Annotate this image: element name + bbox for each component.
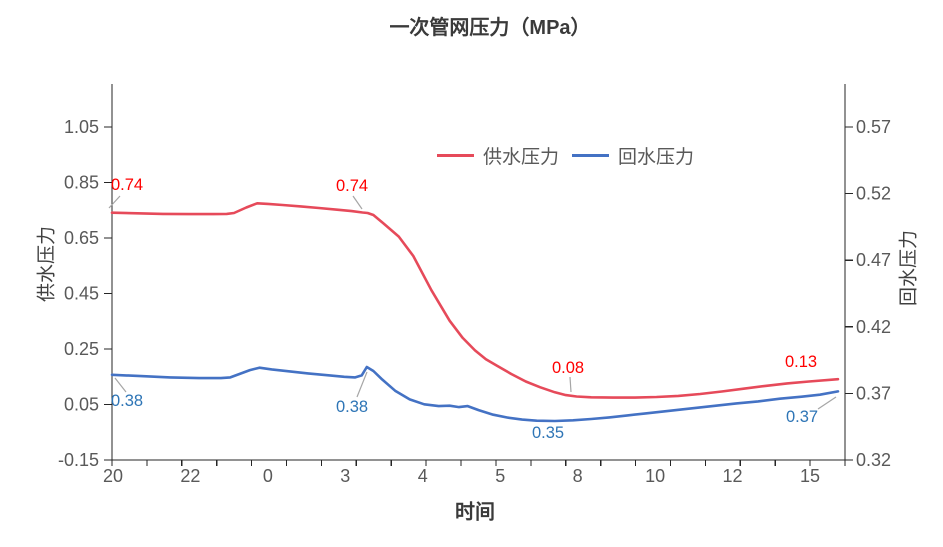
right-tick-label: 0.52	[856, 184, 891, 204]
left-tick-label: 0.05	[64, 395, 99, 415]
data-labels: 0.74 0.74 0.08 0.13 0.38 0.38 0.35 0.37	[108, 176, 837, 442]
data-label-return: 0.38	[336, 398, 368, 416]
right-tick-label: 0.47	[856, 250, 891, 270]
legend-label-return: 回水压力	[618, 147, 695, 168]
x-axis-title: 时间	[455, 501, 495, 524]
x-tick-label: 22	[180, 466, 200, 486]
left-tick-label: 0.45	[64, 284, 99, 304]
tick-labels: 1.05 0.85 0.65 0.45 0.25 0.05 -0.15 0.57 0.52 0.4…	[58, 117, 891, 486]
left-tick-label: 0.85	[64, 173, 99, 193]
legend-item-return: 回水压力	[572, 142, 694, 169]
x-tick-label: 10	[645, 466, 665, 486]
label-leader-line	[817, 396, 837, 410]
data-label-return: 0.38	[111, 392, 143, 410]
axes	[104, 84, 853, 466]
right-tick-label: 0.32	[856, 450, 891, 470]
x-tick-label: 15	[800, 466, 820, 486]
x-tick-label: 0	[263, 466, 273, 486]
label-leader-line	[352, 195, 363, 210]
legend-item-supply: 供水压力	[437, 142, 559, 169]
data-label-supply: 0.08	[552, 359, 584, 377]
label-leader-line	[108, 195, 121, 209]
label-leader-line	[114, 377, 127, 393]
legend-label-supply: 供水压力	[483, 147, 560, 168]
supply-line	[110, 202, 840, 399]
x-tick-label: 8	[573, 466, 583, 486]
return-line	[110, 365, 840, 423]
x-tick-label: 12	[723, 466, 743, 486]
left-tick-label: 0.65	[64, 228, 99, 248]
right-axis-title: 回水压力	[898, 229, 920, 307]
left-tick-label: 1.05	[64, 117, 99, 137]
x-tick-label: 5	[495, 466, 505, 486]
x-tick-label: 3	[340, 466, 350, 486]
data-label-return: 0.37	[786, 408, 818, 426]
left-tick-label: 0.25	[64, 339, 99, 359]
right-tick-label: 0.57	[856, 117, 891, 137]
data-label-supply: 0.74	[111, 176, 143, 194]
label-leader-line	[569, 376, 572, 393]
label-leader-line	[356, 371, 368, 398]
left-axis-title: 供水压力	[36, 225, 58, 303]
x-tick-label: 4	[418, 466, 428, 486]
legend: 供水压力 回水压力	[437, 142, 694, 169]
right-tick-label: 0.42	[856, 317, 891, 337]
right-tick-label: 0.37	[856, 383, 891, 403]
supply-line-swatch-icon	[437, 154, 474, 157]
x-tick-label: 20	[103, 466, 123, 486]
return-line-swatch-icon	[572, 154, 610, 157]
left-tick-label: -0.15	[58, 450, 99, 470]
chart-title: 一次管网压力（MPa）	[389, 17, 591, 39]
data-label-return: 0.35	[532, 424, 564, 442]
data-label-supply: 0.13	[785, 353, 817, 371]
data-label-supply: 0.74	[336, 177, 368, 195]
